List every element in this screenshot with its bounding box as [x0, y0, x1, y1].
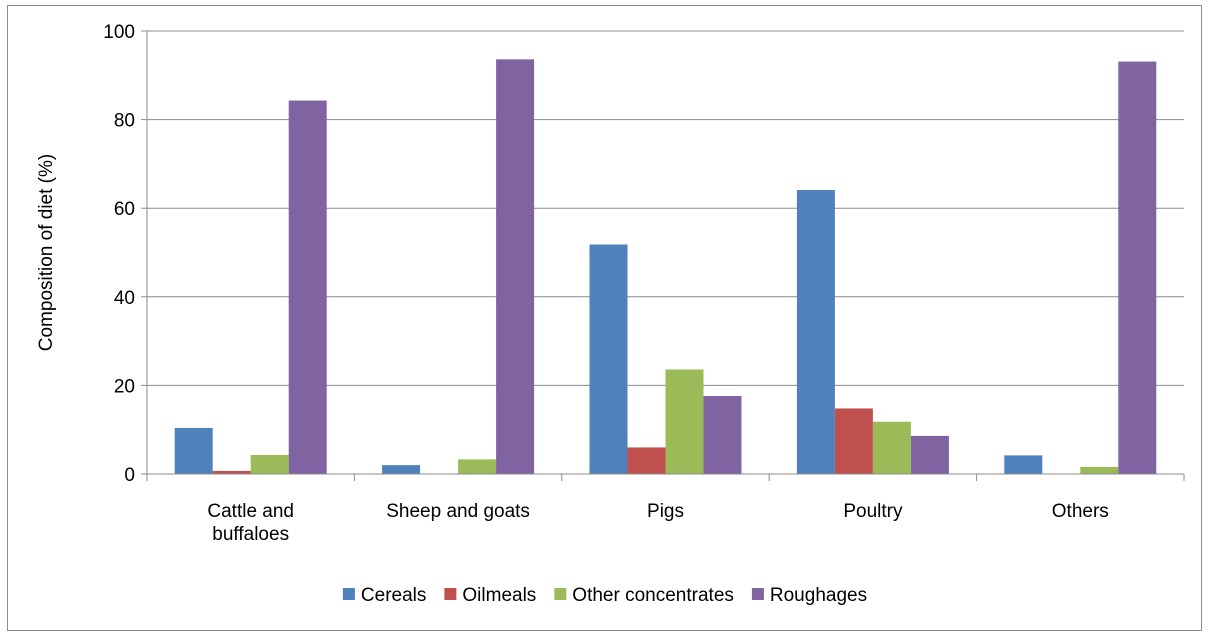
bar-roughages [910, 435, 949, 474]
x-tick-label: Others [1052, 501, 1109, 522]
bar-roughages [496, 59, 535, 475]
bar-oilmeals [212, 470, 251, 474]
y-tick-label: 40 [114, 288, 135, 309]
bar-other-concentrates [665, 369, 704, 474]
x-tick-label: Cattle and [207, 501, 294, 522]
bar-cereals [796, 190, 835, 475]
x-tick-label: Poultry [843, 501, 903, 522]
bar-other-concentrates [458, 459, 497, 474]
y-tick-label: 100 [103, 22, 135, 43]
legend-label: Cereals [361, 585, 426, 606]
bar-roughages [1118, 61, 1157, 474]
bar-cereals [589, 244, 628, 474]
x-tick-label: Sheep and goats [386, 501, 530, 522]
bar-roughages [288, 100, 327, 475]
bar-cereals [382, 465, 421, 474]
y-tick-label: 60 [114, 199, 135, 220]
legend-label: Roughages [770, 585, 867, 606]
bar-cereals [174, 427, 213, 474]
legend-swatch [554, 588, 567, 600]
y-tick-label: 80 [114, 111, 135, 132]
bar-oilmeals [627, 447, 666, 474]
x-tick-label: buffaloes [212, 524, 289, 545]
bar-other-concentrates [1080, 466, 1119, 474]
x-tick-label: Pigs [647, 501, 684, 522]
y-tick-label: 20 [114, 376, 135, 397]
legend-swatch [751, 588, 764, 600]
bar-oilmeals [834, 408, 873, 474]
legend-swatch [342, 588, 355, 600]
bar-roughages [703, 396, 742, 474]
y-axis-title: Composition of diet (%) [36, 154, 57, 351]
legend-label: Other concentrates [572, 585, 734, 606]
bar-other-concentrates [872, 421, 911, 474]
legend-label: Oilmeals [462, 585, 536, 606]
bar-other-concentrates [250, 454, 289, 474]
bar-cereals [1004, 455, 1043, 474]
legend-swatch [444, 588, 457, 600]
y-tick-label: 0 [124, 465, 135, 486]
